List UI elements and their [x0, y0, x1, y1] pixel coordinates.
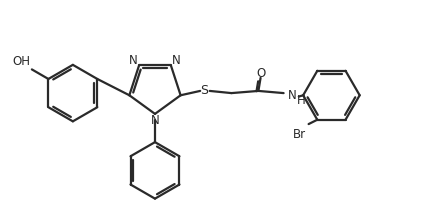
Text: N: N: [288, 89, 297, 102]
Text: OH: OH: [12, 55, 30, 68]
Text: N: N: [172, 54, 181, 67]
Text: O: O: [256, 67, 265, 80]
Text: N: N: [150, 114, 159, 127]
Text: S: S: [201, 84, 208, 97]
Text: Br: Br: [293, 128, 307, 141]
Text: H: H: [296, 94, 305, 106]
Text: N: N: [129, 54, 138, 67]
